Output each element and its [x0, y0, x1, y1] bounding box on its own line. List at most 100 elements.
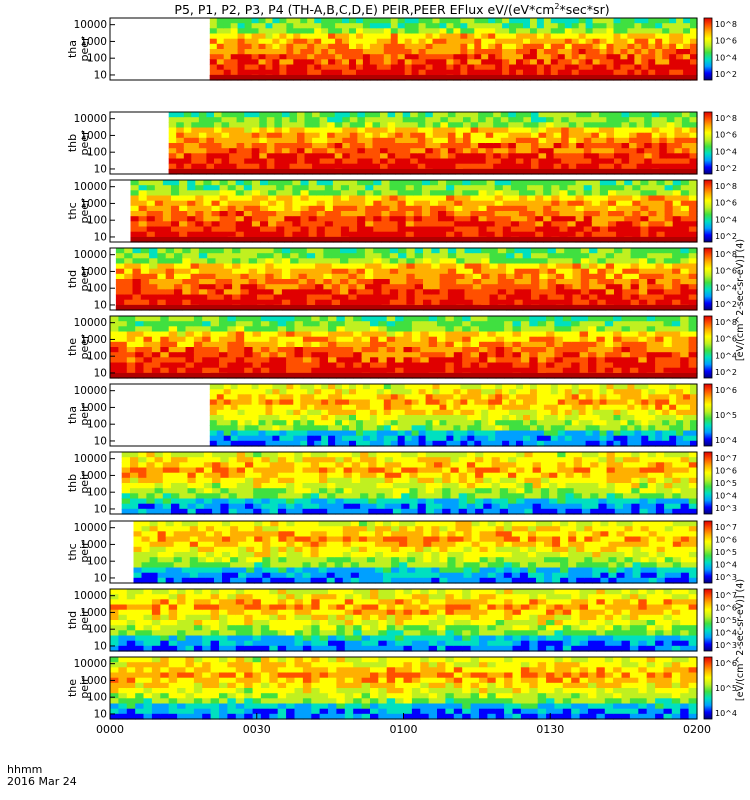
heatmap-cell — [293, 425, 301, 432]
heatmap-cell — [405, 211, 415, 217]
heatmap-cell — [621, 336, 631, 343]
heatmap-cell — [387, 163, 396, 170]
heatmap-cell — [244, 153, 253, 160]
heatmap-cell — [516, 33, 524, 40]
heatmap-cell — [440, 137, 449, 144]
heatmap-cell — [575, 205, 585, 212]
heatmap-cell — [183, 163, 192, 170]
heatmap-cell — [269, 321, 279, 327]
heatmap-cell — [171, 185, 180, 191]
heatmap-cell — [304, 163, 313, 170]
heatmap-cell — [564, 64, 573, 71]
heatmap-cell — [614, 122, 623, 129]
heatmap-cell — [414, 279, 424, 285]
heatmap-cell — [537, 341, 547, 348]
heatmap-cell — [410, 148, 419, 154]
heatmap-cell — [485, 132, 494, 139]
heatmap-cell — [478, 153, 487, 160]
heatmap-cell — [190, 258, 200, 265]
heatmap-cell — [456, 299, 466, 306]
heatmap-cell — [302, 316, 312, 322]
heatmap-cell — [252, 316, 262, 322]
heatmap-cell — [689, 143, 698, 149]
heatmap-cell — [599, 205, 609, 212]
heatmap-cell — [506, 284, 515, 290]
heatmap-cell — [174, 263, 183, 270]
heatmap-cell — [597, 253, 607, 259]
heatmap-cell — [538, 163, 547, 170]
heatmap-cell — [543, 389, 552, 395]
heatmap-cell — [535, 205, 544, 212]
heatmap-cell — [110, 352, 119, 358]
heatmap-cell — [655, 263, 665, 270]
heatmap-cell — [319, 153, 328, 160]
heatmap-cell — [481, 420, 489, 426]
heatmap-cell — [383, 59, 392, 66]
heatmap-cell — [266, 148, 275, 154]
heatmap-cell — [428, 341, 438, 348]
heatmap-cell — [515, 143, 524, 149]
heatmap-cell — [648, 33, 656, 40]
heatmap-cell — [562, 341, 572, 348]
heatmap-cell — [688, 347, 698, 353]
heatmap-cell — [154, 231, 164, 238]
heatmap-cell — [608, 231, 617, 238]
heatmap-cell — [638, 273, 648, 280]
heatmap-cell — [376, 33, 385, 40]
heatmap-cell — [546, 143, 555, 149]
heatmap-cell — [509, 420, 517, 426]
heatmap-cell — [681, 148, 690, 154]
heatmap-cell — [535, 195, 544, 202]
heatmap-cell — [395, 326, 405, 333]
heatmap-cell — [464, 248, 474, 254]
heatmap-cell — [688, 273, 698, 280]
heatmap-cell — [390, 59, 399, 66]
heatmap-cell — [467, 420, 475, 426]
heatmap-cell — [453, 49, 461, 55]
heatmap-cell — [364, 163, 373, 170]
colorbar-tick-label: 10^4 — [715, 53, 737, 62]
heatmap-cell — [227, 336, 237, 343]
heatmap-cell — [176, 132, 185, 139]
heatmap-cell — [202, 352, 212, 358]
heatmap-cell — [397, 399, 406, 406]
heatmap-cell — [411, 425, 420, 432]
heatmap-cell — [655, 362, 665, 369]
heatmap-cell — [669, 23, 677, 29]
heatmap-cell — [599, 59, 608, 66]
heatmap-cell — [383, 415, 392, 421]
heatmap-cell — [171, 226, 180, 233]
heatmap-cell — [356, 420, 364, 426]
heatmap-cell — [580, 273, 590, 280]
heatmap-cell — [543, 43, 552, 50]
heatmap-cell — [554, 341, 564, 348]
heatmap-cell — [321, 64, 329, 71]
heatmap-cell — [680, 273, 690, 280]
heatmap-cell — [493, 148, 502, 154]
heatmap-cell — [551, 185, 560, 191]
heatmap-cell — [634, 64, 642, 71]
heatmap-cell — [216, 435, 225, 442]
heatmap-cell — [550, 28, 559, 35]
heatmap-cell — [470, 143, 479, 149]
heatmap-cell — [669, 59, 677, 66]
heatmap-cell — [543, 420, 552, 426]
y-tick-label: 1000 — [80, 130, 107, 142]
heatmap-cell — [606, 127, 615, 134]
heatmap-cell — [340, 195, 350, 202]
heatmap-cell — [674, 143, 683, 149]
heatmap-cell — [373, 211, 382, 217]
heatmap-cell — [418, 59, 427, 66]
heatmap-cell — [274, 132, 283, 139]
heatmap-cell — [638, 248, 648, 254]
heatmap-cell — [198, 122, 207, 129]
heatmap-cell — [397, 226, 407, 233]
heatmap-cell — [411, 389, 420, 395]
heatmap-cell — [432, 394, 441, 401]
heatmap-cell — [512, 357, 522, 364]
heatmap-cell — [348, 273, 358, 280]
heatmap-cell — [216, 389, 225, 395]
heatmap-cell — [349, 180, 358, 186]
heatmap-cell — [274, 143, 283, 149]
colorbar-tick-label: 10^2 — [715, 232, 737, 241]
